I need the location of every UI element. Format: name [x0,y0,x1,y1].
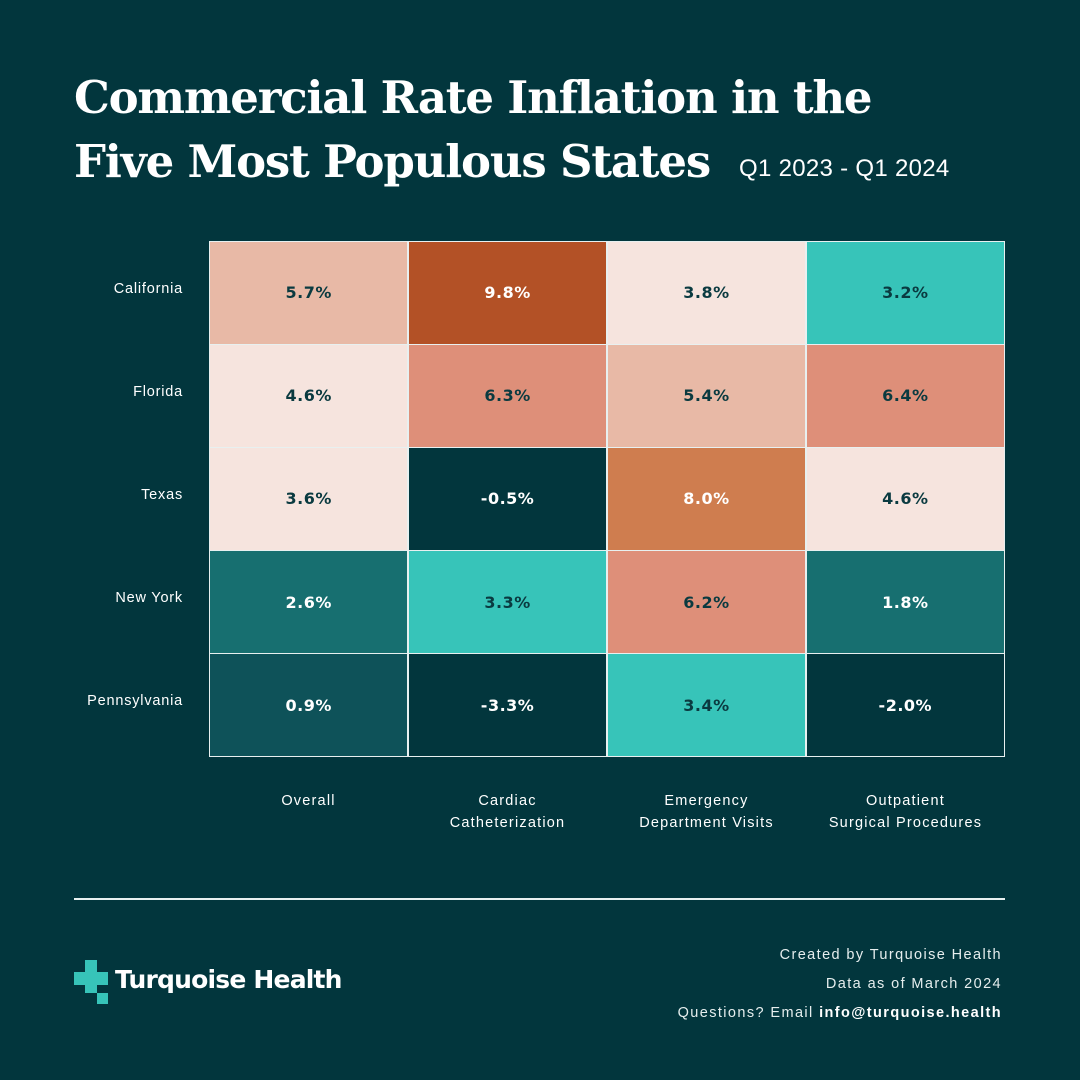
row-label: Pennsylvania [87,693,183,710]
cell-value-label: -3.3% [480,695,535,715]
row-label: Florida [133,383,183,400]
column-label: Outpatient Surgical Procedures [806,790,1005,834]
cell-value-label: 6.3% [484,386,531,406]
cell-value-label: 3.8% [683,283,730,303]
column-label-line [209,812,408,834]
heatmap-cell: 3.3% [408,551,607,653]
heatmap-grid: 5.7% 9.8% 3.8% 3.2% 4.6% 6.3% 5.4% 6.4% 3.6% -0.5… [209,241,1005,757]
cell-value-label: 4.6% [285,386,332,406]
heatmap-cell: 6.3% [408,345,607,447]
turquoise-health-logo [74,959,110,1005]
heatmap-cell: -0.5% [408,448,607,550]
cell-value-label: 9.8% [484,283,531,303]
heatmap-cell: -3.3% [408,654,607,756]
brand-name: Turquoise Health [115,965,342,994]
credits: Created by Turquoise Health Data as of M… [678,944,1002,1031]
row-label: Texas [141,487,183,503]
cell-value-label: -2.0% [878,695,933,715]
cell-value-label: 0.9% [285,695,332,715]
period-subtitle: Q1 2023 - Q1 2024 [739,155,950,182]
cross-logo-icon [74,959,108,1004]
column-label-line: Emergency [664,793,749,809]
heatmap-cell: -2.0% [806,654,1004,756]
column-label: Cardiac Catheterization [408,790,607,834]
contact-email-link[interactable]: info@turquoise.health [819,1005,1002,1021]
heatmap-cell: 3.2% [806,242,1004,344]
column-label-line: Cardiac [478,793,537,809]
cell-value-label: 2.6% [285,592,332,612]
cell-value-label: -0.5% [480,489,535,509]
heatmap-cell: 2.6% [210,551,408,653]
cell-value-label: 5.7% [285,283,332,303]
column-label-line: Surgical Procedures [828,815,983,831]
cell-value-label: 3.6% [285,489,332,509]
heatmap-cell: 3.4% [607,654,806,756]
heatmap-cell: 6.4% [806,345,1004,447]
credit-line: Created by Turquoise Health [779,947,1002,963]
cell-value-label: 6.2% [683,592,730,612]
heatmap-cell: 4.6% [806,448,1004,550]
cell-value-label: 5.4% [683,386,730,406]
cell-value-label: 4.6% [882,489,929,509]
column-label: Overall [209,790,408,834]
cell-value-label: 3.2% [882,283,929,303]
contact-line: Questions? Email info@turquoise.health [678,1002,1002,1031]
heatmap-cell: 8.0% [607,448,806,550]
data-as-of: Data as of March 2024 [825,976,1002,992]
heatmap-cell: 4.6% [210,345,408,447]
column-label-line: Overall [281,793,336,809]
title-line-2: Five Most Populous States [74,135,711,188]
heatmap-cell: 1.8% [806,551,1004,653]
cell-value-label: 3.4% [683,695,730,715]
column-label-line: Outpatient [866,793,945,809]
column-label-line: Department Visits [639,815,774,831]
footer-divider [74,898,1005,900]
heatmap-cell: 0.9% [210,654,408,756]
cell-value-label: 6.4% [882,386,929,406]
heatmap-cell: 3.6% [210,448,408,550]
questions-text: Questions? Email [677,1005,820,1021]
heatmap-cell: 5.4% [607,345,806,447]
chart-title: Commercial Rate Inflation in the Five Mo… [74,66,873,194]
cell-value-label: 8.0% [683,489,730,509]
heatmap-cell: 6.2% [607,551,806,653]
row-label: New York [115,590,183,607]
cell-value-label: 3.3% [484,592,531,612]
heatmap-cell: 3.8% [607,242,806,344]
title-line-1: Commercial Rate Inflation in the [74,71,873,124]
column-label-line: Catheterization [449,815,566,831]
heatmap-cell: 5.7% [210,242,408,344]
cell-value-label: 1.8% [882,592,929,612]
heatmap-cell: 9.8% [408,242,607,344]
column-label: Emergency Department Visits [607,790,806,834]
row-label: California [113,280,183,297]
